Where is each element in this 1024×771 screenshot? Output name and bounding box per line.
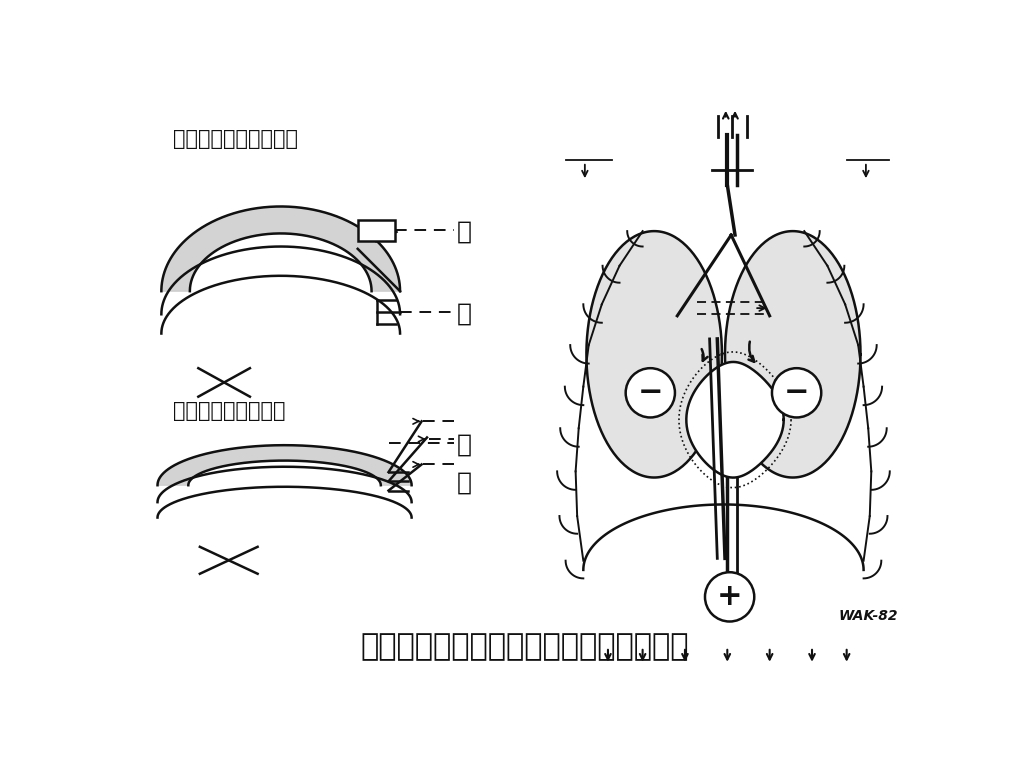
Text: ドーム状横隔膜の行程: ドーム状横隔膜の行程 xyxy=(173,130,298,150)
Text: ＋: ＋ xyxy=(457,471,472,495)
Circle shape xyxy=(772,369,821,417)
Bar xyxy=(357,220,394,241)
Polygon shape xyxy=(686,362,783,477)
Text: 偏平な横隔膜の行程: 偏平な横隔膜の行程 xyxy=(173,400,286,420)
Circle shape xyxy=(705,572,755,621)
Polygon shape xyxy=(162,207,400,291)
Polygon shape xyxy=(158,445,412,485)
Text: ＋: ＋ xyxy=(457,301,472,325)
Text: −: − xyxy=(638,379,664,407)
Polygon shape xyxy=(725,231,860,477)
Text: －: － xyxy=(457,433,472,456)
Text: −: − xyxy=(783,379,809,407)
Text: －: － xyxy=(457,220,472,244)
Polygon shape xyxy=(587,231,722,477)
Circle shape xyxy=(626,369,675,417)
Text: +: + xyxy=(717,582,742,611)
Text: 腹部横隔膜で形成される相対的な圧力差: 腹部横隔膜で形成される相対的な圧力差 xyxy=(360,632,689,662)
Text: WAK-82: WAK-82 xyxy=(839,609,898,623)
